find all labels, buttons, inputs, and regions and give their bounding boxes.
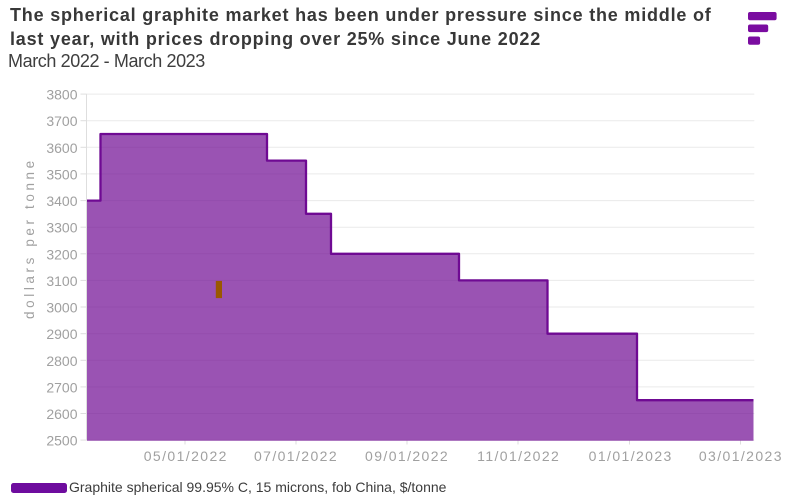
svg-text:03/01/2023: 03/01/2023 xyxy=(699,448,783,464)
svg-text:07/01/2022: 07/01/2022 xyxy=(254,448,338,464)
svg-text:2500: 2500 xyxy=(46,433,77,449)
svg-text:09/01/2022: 09/01/2022 xyxy=(365,448,449,464)
svg-text:2700: 2700 xyxy=(46,379,77,395)
svg-text:3600: 3600 xyxy=(46,140,77,156)
svg-text:3700: 3700 xyxy=(46,113,77,129)
svg-text:2800: 2800 xyxy=(46,353,77,369)
svg-text:05/01/2022: 05/01/2022 xyxy=(144,448,228,464)
svg-text:3100: 3100 xyxy=(46,273,77,289)
svg-text:3800: 3800 xyxy=(46,87,77,103)
svg-text:dollars per tonne: dollars per tonne xyxy=(22,157,37,319)
svg-text:01/01/2023: 01/01/2023 xyxy=(589,448,673,464)
svg-text:3000: 3000 xyxy=(46,300,77,316)
svg-text:11/01/2022: 11/01/2022 xyxy=(477,448,560,464)
svg-text:2900: 2900 xyxy=(46,326,77,342)
svg-text:3300: 3300 xyxy=(46,220,77,236)
svg-text:3500: 3500 xyxy=(46,166,77,182)
svg-text:2600: 2600 xyxy=(46,406,77,422)
svg-text:3400: 3400 xyxy=(46,193,77,209)
svg-text:3200: 3200 xyxy=(46,246,77,262)
